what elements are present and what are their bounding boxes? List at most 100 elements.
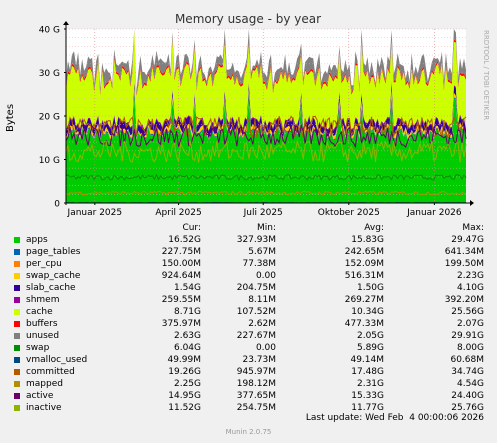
legend-name: apps: [26, 235, 48, 245]
legend-cur: 16.52G: [168, 235, 201, 245]
legend-cur: 8.71G: [173, 307, 201, 317]
legend-min: 327.93M: [236, 235, 276, 245]
legend-header-avg: Avg:: [364, 223, 384, 233]
legend-min: 8.11M: [248, 295, 276, 305]
legend-avg: 11.77G: [351, 403, 384, 413]
legend-swatch: [14, 321, 20, 327]
legend-row: apps 16.52G 327.93M 15.83G 29.47G: [0, 234, 497, 246]
legend-max: 4.10G: [456, 283, 484, 293]
legend-name: mapped: [26, 379, 63, 389]
y-axis-label: Bytes: [5, 104, 16, 132]
legend-header: Cur: Min: Avg: Max:: [0, 222, 497, 234]
legend-max: 2.23G: [456, 271, 484, 281]
legend-swatch: [14, 369, 20, 375]
legend-max: 4.54G: [456, 379, 484, 389]
legend-min: 2.62M: [248, 319, 276, 329]
legend-avg: 15.83G: [351, 235, 384, 245]
area-slab_cache: [66, 80, 466, 139]
x-tick-label: April 2025: [155, 208, 201, 218]
x-tick-label: Januar 2025: [67, 208, 123, 218]
legend-swatch: [14, 273, 20, 279]
legend-swatch: [14, 309, 20, 315]
legend-name: active: [26, 391, 54, 401]
legend-name: unused: [26, 331, 60, 341]
legend-avg: 2.05G: [356, 331, 384, 341]
legend-name: cache: [26, 307, 53, 317]
legend-avg: 242.65M: [344, 247, 384, 257]
legend-name: inactive: [26, 403, 62, 413]
line-swap: [65, 173, 467, 182]
legend-avg: 152.09M: [344, 259, 384, 269]
legend-max: 2.07G: [456, 319, 484, 329]
y-tick-label: 40 G: [39, 26, 60, 36]
legend-swatch: [14, 285, 20, 291]
legend-name: buffers: [26, 319, 58, 329]
legend-name: shmem: [26, 295, 60, 305]
legend-cur: 924.64M: [161, 271, 201, 281]
legend-max: 60.68M: [450, 355, 484, 365]
legend-swatch: [14, 333, 20, 339]
legend-min: 945.97M: [236, 367, 276, 377]
legend-min: 5.67M: [248, 247, 276, 257]
legend-swatch: [14, 381, 20, 387]
area-apps: [66, 92, 466, 203]
x-tick-label: Oktober 2025: [318, 208, 380, 218]
legend-min: 254.75M: [236, 403, 276, 413]
legend-row: mapped 2.25G 198.12M 2.31G 4.54G: [0, 378, 497, 390]
chart-watermark: RRDTOOL / TOBI OETIKER: [482, 30, 490, 120]
legend-min: 0.00: [255, 271, 276, 281]
legend-row: buffers 375.97M 2.62M 477.33M 2.07G: [0, 318, 497, 330]
line-active: [65, 123, 467, 149]
y-tick-label: 10 G: [39, 156, 60, 166]
legend-header-max: Max:: [462, 223, 484, 233]
legend-cur: 375.97M: [161, 319, 201, 329]
stacked-areas: [66, 29, 466, 203]
legend-max: 34.74G: [451, 367, 484, 377]
y-axis-arrow: [63, 21, 69, 25]
legend-max: 8.00G: [456, 343, 484, 353]
legend-min: 198.12M: [236, 379, 276, 389]
legend-row: committed 19.26G 945.97M 17.48G 34.74G: [0, 366, 497, 378]
legend-cur: 11.52G: [168, 403, 201, 413]
legend-swatch: [14, 345, 20, 351]
legend-max: 24.40G: [451, 391, 484, 401]
legend-swatch: [14, 237, 20, 243]
legend-avg: 1.50G: [356, 283, 384, 293]
legend-row: page_tables 227.75M 5.67M 242.65M 641.34M: [0, 246, 497, 258]
legend-max: 641.34M: [444, 247, 484, 257]
area-shmem: [66, 79, 466, 133]
x-axis-arrow: [470, 200, 474, 206]
x-tick-label: Januar 2026: [406, 208, 462, 218]
legend-avg: 15.33G: [351, 391, 384, 401]
line-committed: [66, 115, 467, 138]
y-tick-label: 0: [54, 200, 60, 210]
legend-cur: 6.04G: [173, 343, 201, 353]
legend-cur: 227.75M: [161, 247, 201, 257]
legend-name: swap: [26, 343, 50, 353]
legend-row: swap_cache 924.64M 0.00 516.31M 2.23G: [0, 270, 497, 282]
legend-min: 77.38M: [242, 259, 276, 269]
legend-max: 29.47G: [451, 235, 484, 245]
legend-swatch: [14, 393, 20, 399]
legend-avg: 5.89G: [356, 343, 384, 353]
legend-cur: 259.55M: [161, 295, 201, 305]
legend-name: vmalloc_used: [26, 355, 88, 365]
legend-min: 0.00: [255, 343, 276, 353]
legend-row: cache 8.71G 107.52M 10.34G 25.56G: [0, 306, 497, 318]
legend-avg: 49.14M: [350, 355, 384, 365]
legend-swatch: [14, 357, 20, 363]
legend-min: 204.75M: [236, 283, 276, 293]
legend-swatch: [14, 249, 20, 255]
legend-cur: 49.99M: [167, 355, 201, 365]
legend-name: committed: [26, 367, 75, 377]
legend-swatch: [14, 297, 20, 303]
y-tick-label: 20 G: [39, 113, 60, 123]
legend-max: 25.56G: [451, 307, 484, 317]
legend-max: 392.20M: [444, 295, 484, 305]
last-update: Last update: Wed Feb 4 00:00:06 2026: [305, 413, 484, 423]
legend-row: slab_cache 1.54G 204.75M 1.50G 4.10G: [0, 282, 497, 294]
area-unused: [66, 29, 466, 94]
legend-row: shmem 259.55M 8.11M 269.27M 392.20M: [0, 294, 497, 306]
legend-avg: 17.48G: [351, 367, 384, 377]
